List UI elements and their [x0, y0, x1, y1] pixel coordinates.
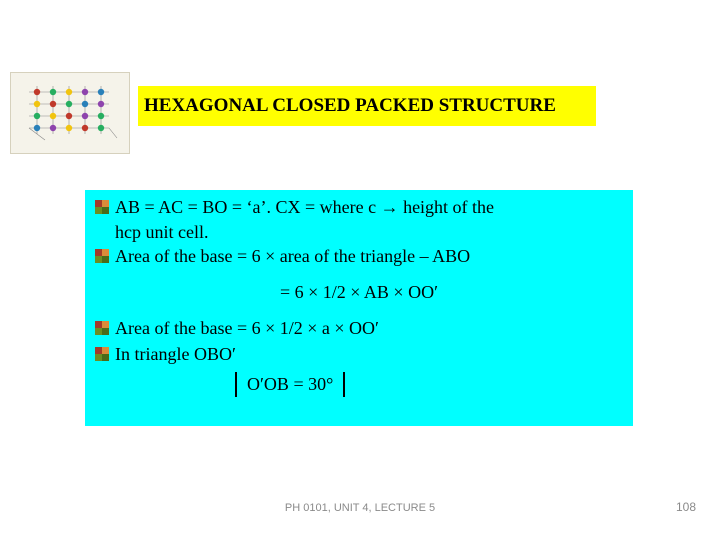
bullet-3: Area of the base = 6 × 1/2 × a × OO′	[95, 317, 623, 340]
bullet-2: Area of the base = 6 × area of the trian…	[95, 245, 623, 268]
bullet-1-text: AB = AC = BO = ‘a’. CX = where c → heigh…	[115, 196, 494, 219]
slide: HEXAGONAL CLOSED PACKED STRUCTURE AB = A…	[0, 0, 720, 540]
page-number: 108	[676, 500, 696, 514]
lattice-icon	[17, 78, 123, 148]
thumb-image	[10, 72, 130, 154]
content-box: AB = AC = BO = ‘a’. CX = where c → heigh…	[85, 190, 633, 426]
bullet-icon	[95, 347, 109, 361]
bullet-4-text: In triangle OBO′	[115, 343, 236, 366]
title-text: HEXAGONAL CLOSED PACKED STRUCTURE	[144, 95, 556, 117]
bullet-icon	[95, 249, 109, 263]
header-row: HEXAGONAL CLOSED PACKED STRUCTURE	[0, 78, 720, 160]
bullet-3-text: Area of the base = 6 × 1/2 × a × OO′	[115, 317, 379, 340]
bullet-4: In triangle OBO′	[95, 343, 623, 366]
center-equation: = 6 × 1/2 × AB × OO′	[95, 282, 623, 303]
bullet-1-cont: hcp unit cell.	[115, 221, 623, 244]
title-bar: HEXAGONAL CLOSED PACKED STRUCTURE	[138, 86, 596, 126]
footer-center: PH 0101, UNIT 4, LECTURE 5	[0, 502, 720, 514]
bullet-1: AB = AC = BO = ‘a’. CX = where c → heigh…	[95, 196, 623, 219]
bullet-2-text: Area of the base = 6 × area of the trian…	[115, 245, 470, 268]
bullet-icon	[95, 321, 109, 335]
angle-equation: O′OB = 30°	[235, 372, 345, 397]
angle-equation-row: O′OB = 30°	[95, 368, 623, 397]
bullet-icon	[95, 200, 109, 214]
